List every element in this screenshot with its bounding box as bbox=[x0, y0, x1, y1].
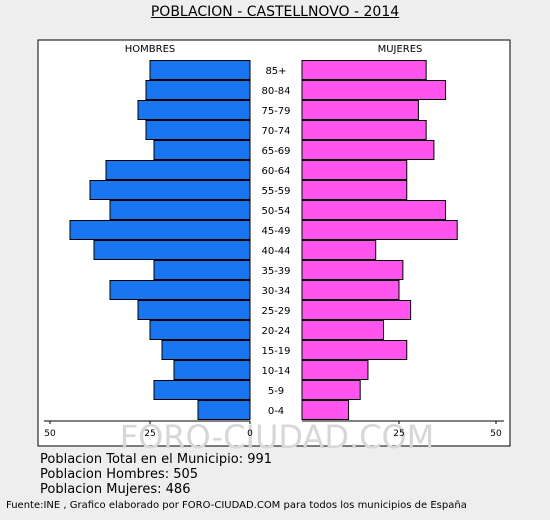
age-label-0-4: 0-4 bbox=[268, 406, 284, 417]
x-tick-label-0: 50 bbox=[44, 429, 56, 439]
bar-mujeres-65-69 bbox=[301, 140, 435, 160]
age-label-85+: 85+ bbox=[265, 66, 286, 77]
bar-hombres-25-29 bbox=[137, 300, 251, 320]
age-label-70-74: 70-74 bbox=[261, 126, 290, 137]
bar-mujeres-85+ bbox=[301, 60, 427, 80]
bar-mujeres-15-19 bbox=[301, 340, 408, 360]
age-label-75-79: 75-79 bbox=[261, 106, 290, 117]
age-label-55-59: 55-59 bbox=[261, 186, 290, 197]
population-pyramid: FORO-CIUDAD.COM HOMBRES MUJERES 85+ 80-84… bbox=[37, 39, 511, 456]
bar-hombres-40-44 bbox=[93, 240, 251, 260]
bars-group: 85+ 80-84 75-79 70-74 65-69 60-64 55-59 50-54 45… bbox=[69, 60, 458, 420]
age-label-35-39: 35-39 bbox=[261, 266, 290, 277]
left-header: HOMBRES bbox=[125, 44, 176, 55]
age-label-45-49: 45-49 bbox=[261, 226, 290, 237]
age-label-20-24: 20-24 bbox=[261, 326, 290, 337]
bar-mujeres-0-4 bbox=[301, 400, 350, 420]
bar-hombres-75-79 bbox=[137, 100, 251, 120]
bar-mujeres-30-34 bbox=[301, 280, 400, 300]
bar-mujeres-45-49 bbox=[301, 220, 458, 240]
bar-mujeres-5-9 bbox=[301, 380, 361, 400]
age-label-60-64: 60-64 bbox=[261, 166, 290, 177]
bar-hombres-45-49 bbox=[69, 220, 251, 240]
bar-hombres-5-9 bbox=[153, 380, 251, 400]
bar-mujeres-75-79 bbox=[301, 100, 419, 120]
bar-mujeres-80-84 bbox=[301, 80, 447, 100]
bar-hombres-70-74 bbox=[145, 120, 251, 140]
age-label-25-29: 25-29 bbox=[261, 306, 290, 317]
right-header: MUJERES bbox=[378, 44, 423, 55]
x-axis: 50 25 0 25 50 bbox=[44, 420, 504, 439]
bar-hombres-10-14 bbox=[173, 360, 251, 380]
bar-hombres-35-39 bbox=[153, 260, 251, 280]
age-label-30-34: 30-34 bbox=[261, 286, 290, 297]
age-label-5-9: 5-9 bbox=[268, 386, 284, 397]
stat-hombres: Poblacion Hombres: 505 bbox=[40, 467, 199, 482]
bar-mujeres-60-64 bbox=[301, 160, 408, 180]
bar-mujeres-10-14 bbox=[301, 360, 369, 380]
age-label-50-54: 50-54 bbox=[261, 206, 290, 217]
stat-mujeres: Poblacion Mujeres: 486 bbox=[40, 482, 191, 497]
age-label-65-69: 65-69 bbox=[261, 146, 290, 157]
age-label-40-44: 40-44 bbox=[261, 246, 290, 257]
bar-mujeres-40-44 bbox=[301, 240, 377, 260]
bar-hombres-80-84 bbox=[145, 80, 251, 100]
watermark: FORO-CIUDAD.COM bbox=[120, 418, 435, 456]
bar-hombres-20-24 bbox=[149, 320, 251, 340]
bar-mujeres-50-54 bbox=[301, 200, 447, 220]
bar-mujeres-20-24 bbox=[301, 320, 384, 340]
source-line: Fuente:INE , Grafico elaborado por FORO-… bbox=[6, 500, 467, 511]
bar-mujeres-35-39 bbox=[301, 260, 404, 280]
age-label-80-84: 80-84 bbox=[261, 86, 290, 97]
bar-mujeres-25-29 bbox=[301, 300, 412, 320]
chart-title: POBLACION - CASTELLNOVO - 2014 bbox=[150, 4, 400, 20]
bar-hombres-15-19 bbox=[161, 340, 251, 360]
bar-hombres-65-69 bbox=[153, 140, 251, 160]
bar-hombres-60-64 bbox=[105, 160, 251, 180]
bar-hombres-50-54 bbox=[109, 200, 251, 220]
bar-hombres-55-59 bbox=[89, 180, 251, 200]
x-tick-label-1: 25 bbox=[144, 429, 155, 439]
bar-hombres-85+ bbox=[149, 60, 251, 80]
x-tick-label-4: 50 bbox=[490, 429, 502, 439]
bar-hombres-0-4 bbox=[197, 400, 251, 420]
bar-mujeres-55-59 bbox=[301, 180, 408, 200]
stat-total: Poblacion Total en el Municipio: 991 bbox=[40, 452, 273, 467]
age-label-10-14: 10-14 bbox=[261, 366, 290, 377]
bar-mujeres-70-74 bbox=[301, 120, 427, 140]
age-label-15-19: 15-19 bbox=[261, 346, 290, 357]
x-tick-label-3: 25 bbox=[393, 429, 404, 439]
bar-hombres-30-34 bbox=[109, 280, 251, 300]
x-tick-label-2: 0 bbox=[247, 429, 253, 439]
